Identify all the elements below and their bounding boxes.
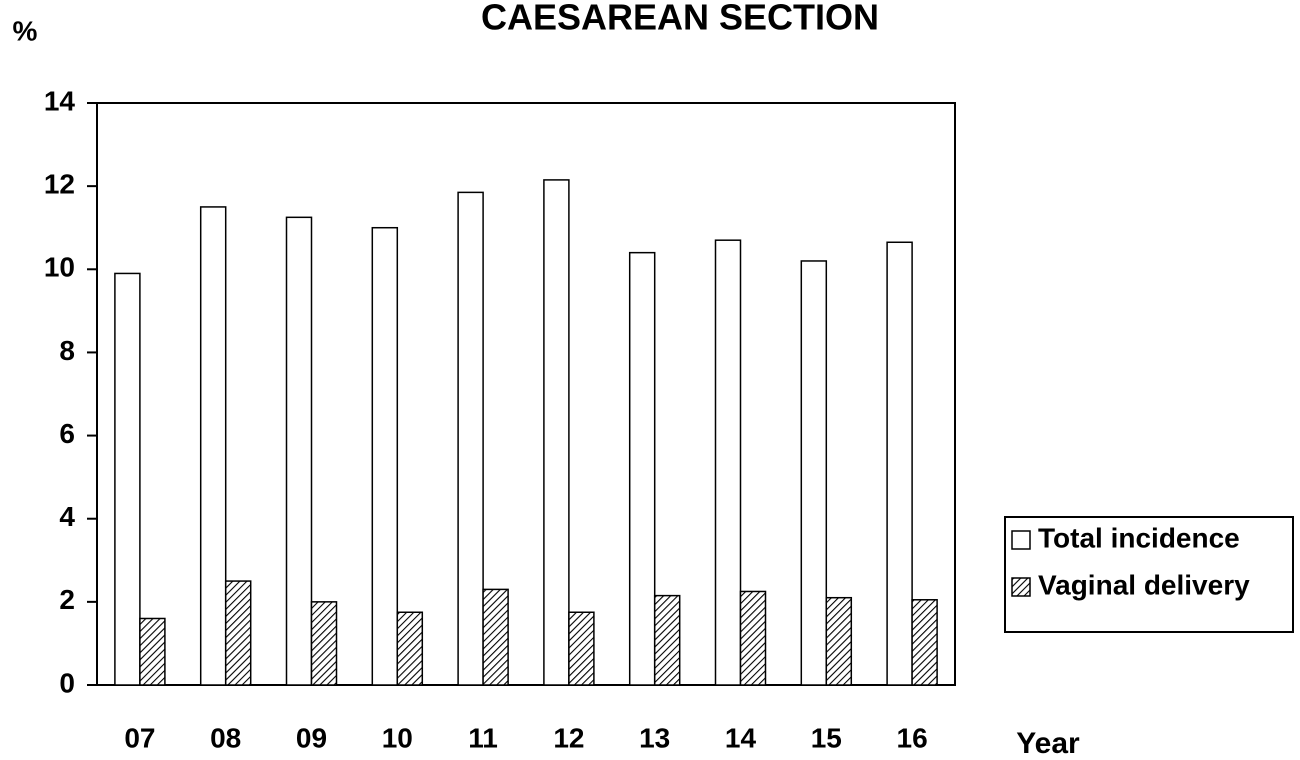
legend-box — [1004, 516, 1294, 633]
bar — [543, 179, 570, 686]
x-tick-label: 09 — [296, 722, 327, 753]
legend-swatch — [1011, 577, 1031, 597]
x-tick-label: 11 — [468, 722, 498, 753]
y-tick-label: 0 — [59, 667, 75, 698]
bar — [371, 226, 399, 686]
bar — [310, 601, 338, 686]
bar — [825, 596, 853, 686]
bar — [139, 617, 166, 686]
bar — [482, 588, 509, 686]
bar — [911, 599, 938, 686]
bar — [285, 216, 313, 686]
bar — [568, 611, 595, 686]
bar — [628, 251, 656, 686]
y-tick-label: 2 — [59, 584, 75, 615]
y-tick-label: 8 — [59, 335, 75, 366]
bar — [714, 239, 742, 686]
x-tick-label: 14 — [725, 722, 757, 753]
bar — [886, 241, 913, 686]
x-tick-label: 07 — [124, 722, 155, 753]
y-axis-label: % — [13, 15, 38, 46]
y-tick-label: 12 — [44, 169, 75, 200]
x-tick-label: 13 — [639, 722, 670, 753]
plot-frame — [96, 102, 956, 686]
bar — [739, 590, 767, 686]
x-tick-label: 15 — [811, 722, 842, 753]
y-tick-label: 10 — [44, 252, 75, 283]
bar — [653, 594, 681, 686]
bar — [800, 260, 828, 686]
legend-swatch — [1011, 530, 1031, 550]
bar — [457, 191, 484, 686]
x-tick-label: 10 — [382, 722, 413, 753]
bar — [224, 580, 252, 686]
y-tick-label: 6 — [59, 418, 75, 449]
y-tick-label: 14 — [44, 85, 76, 116]
x-tick-label: 08 — [210, 722, 241, 753]
x-tick-label: 12 — [553, 722, 584, 753]
legend-label: Vaginal delivery — [1038, 569, 1250, 600]
legend-label: Total incidence — [1038, 522, 1240, 553]
chart-title: CAESAREAN SECTION — [481, 0, 879, 38]
bar — [396, 611, 424, 686]
bar — [114, 272, 141, 686]
x-tick-label: 16 — [897, 722, 928, 753]
y-tick-label: 4 — [59, 501, 75, 532]
bar — [199, 206, 227, 686]
x-axis-label: Year — [1016, 727, 1080, 755]
